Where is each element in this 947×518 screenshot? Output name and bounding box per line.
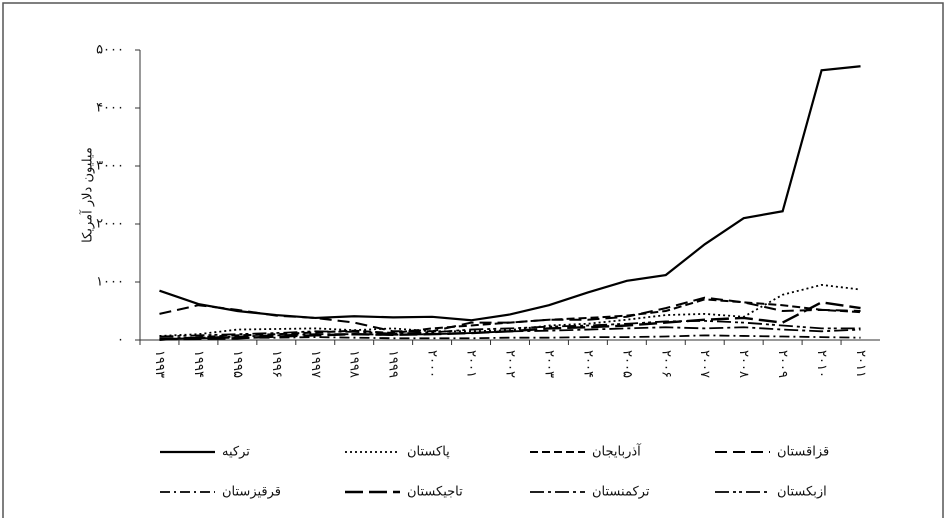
legend-label: تاجیکستان — [407, 485, 463, 500]
legend-label: ازبکستان — [777, 485, 827, 500]
x-tick-label: ۱۹۹۹ — [386, 350, 401, 378]
x-tick-label: ۱۹۹۴ — [191, 350, 206, 378]
series-line — [159, 326, 861, 340]
x-tick-label: ۱۹۹۶ — [269, 350, 284, 378]
x-tick-label: ۱۹۹۷ — [308, 350, 323, 378]
x-tick-label: ۲۰۰۵ — [619, 350, 634, 378]
x-tick-label: ۲۰۰۲ — [503, 350, 518, 378]
x-tick-label: ۱۹۹۸ — [347, 350, 362, 378]
series-line — [159, 334, 861, 340]
x-tick-label: ۲۰۱۰ — [814, 350, 829, 378]
y-tick-label: ۱۰۰۰ — [96, 275, 124, 290]
x-tick-label: ۱۹۹۳ — [152, 350, 167, 378]
legend-label: ترکیه — [222, 445, 250, 460]
x-tick-label: ۲۰۰۳ — [541, 350, 556, 378]
series-line — [159, 319, 861, 338]
series-line — [159, 296, 861, 333]
y-tick-label: ۵۰۰۰ — [96, 43, 124, 58]
legend-label: قرقیزستان — [222, 485, 281, 500]
x-tick-label: ۲۰۰۸ — [736, 350, 751, 378]
x-tick-label: ۱۹۹۵ — [230, 350, 245, 378]
x-tick-label: ۲۰۰۶ — [658, 350, 673, 378]
legend-label: ترکمنستان — [592, 485, 650, 500]
series-line — [159, 298, 861, 341]
legend-label: پاکستان — [407, 445, 450, 460]
y-axis-label: میلیون دلار آمریکا — [79, 147, 96, 243]
legend-label: قزاقستان — [777, 445, 829, 460]
x-tick-label: ۲۰۱۱ — [853, 350, 868, 378]
x-tick-label: ۲۰۰۱ — [464, 350, 479, 378]
y-tick-label: ۳۰۰۰ — [96, 159, 124, 174]
x-tick-label: ۲۰۰۰ — [425, 350, 440, 378]
x-tick-label: ۲۰۰۷ — [697, 350, 712, 378]
legend-label: آذربایجان — [592, 443, 642, 460]
x-tick-label: ۲۰۰۹ — [775, 350, 790, 378]
y-tick-label: ۰ — [117, 333, 124, 348]
x-tick-label: ۲۰۰۴ — [580, 350, 595, 378]
y-tick-label: ۴۰۰۰ — [96, 101, 124, 116]
y-tick-label: ۲۰۰۰ — [96, 217, 124, 232]
